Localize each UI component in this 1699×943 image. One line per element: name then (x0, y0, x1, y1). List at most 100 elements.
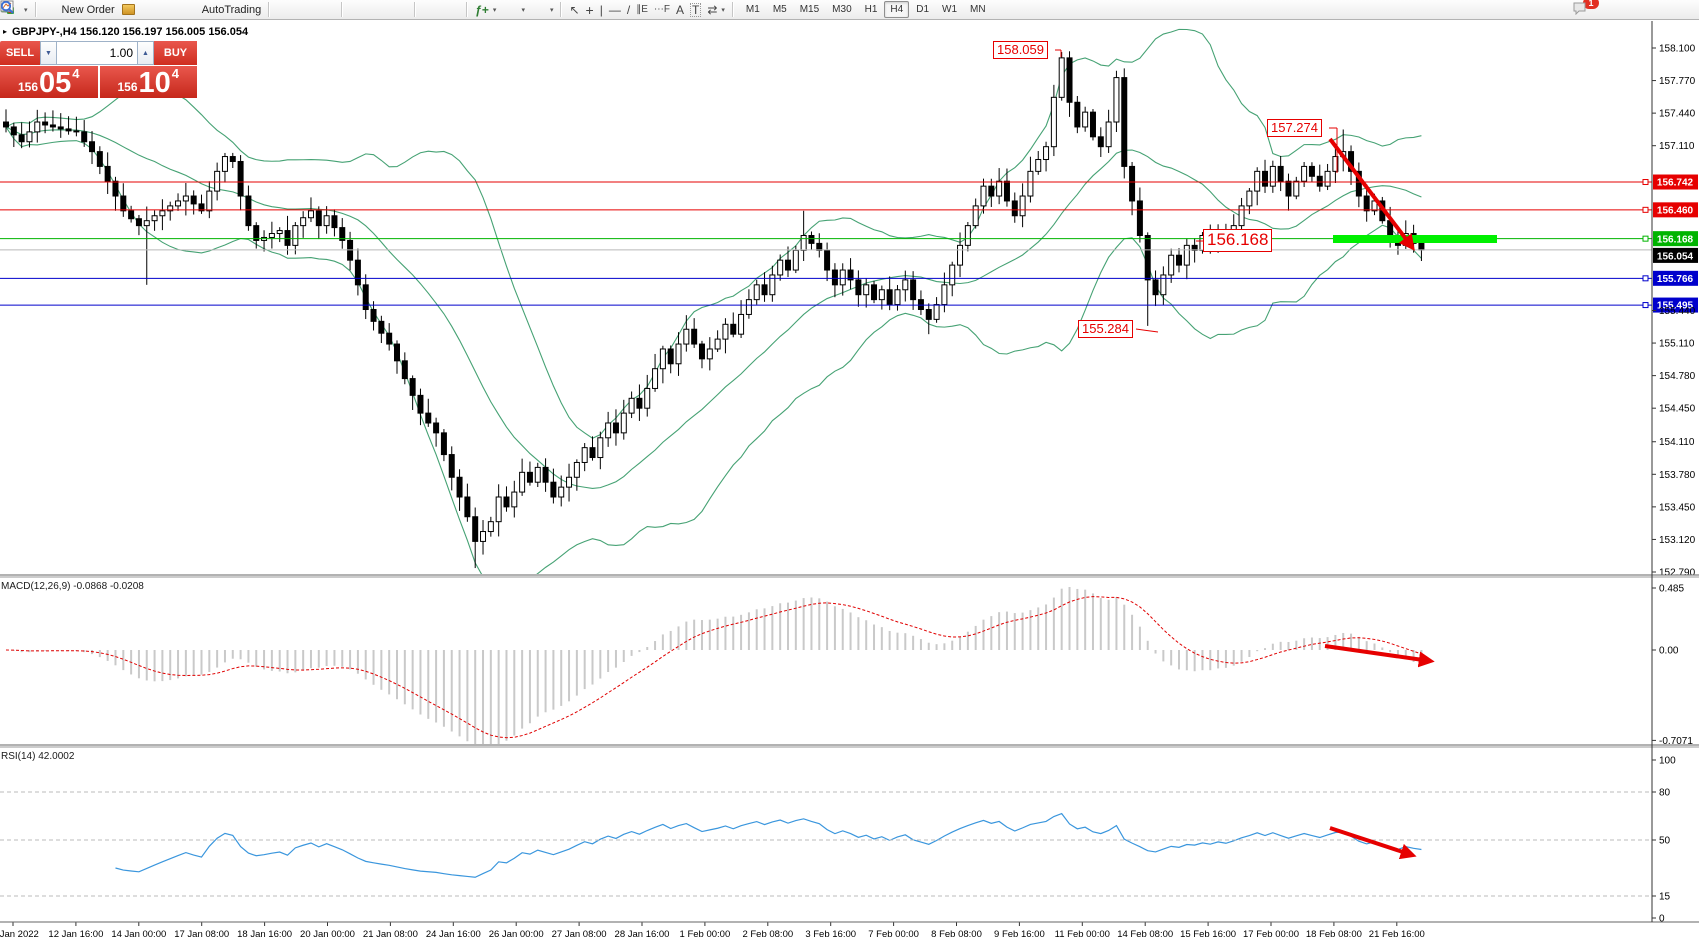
svg-text:15: 15 (1659, 892, 1671, 903)
hline-handle[interactable] (1642, 206, 1649, 213)
hline-handle[interactable] (1642, 302, 1649, 309)
indicators-icon: ƒ+ (475, 2, 489, 17)
timeframe-m1-button[interactable]: M1 (745, 4, 760, 15)
text-tool-button[interactable]: A (673, 3, 687, 17)
time-axis[interactable]: 11 Jan 2022 12 Jan 16:00 14 Jan 00:00 17 Ja… (0, 922, 1425, 940)
svg-text:21 Jan 08:00: 21 Jan 08:00 (363, 929, 418, 940)
svg-text:157.770: 157.770 (1659, 76, 1696, 87)
text-label-tool-button[interactable]: T (687, 2, 704, 18)
candlesticks (3, 51, 1425, 569)
trend-arrow-rsi[interactable] (1329, 826, 1417, 860)
svg-text:154.780: 154.780 (1659, 371, 1696, 382)
cursor-tool-button[interactable]: ↖ (566, 3, 582, 17)
chevron-down-icon: ▾ (521, 6, 525, 14)
macd-indicator-label: MACD(12,26,9) -0.0868 -0.0208 (1, 581, 144, 592)
indicators-button[interactable]: ƒ+ ▾ (472, 3, 499, 17)
axis-price-label (1653, 270, 1698, 286)
hline-handle[interactable] (1642, 179, 1649, 186)
notifications-button[interactable]: 1 (1572, 0, 1599, 18)
buy-price-display[interactable]: 156 10 4 (99, 66, 197, 100)
trend-arrow-main[interactable] (1328, 137, 1415, 251)
toolbar-separator (268, 2, 271, 17)
svg-text:158.100: 158.100 (1659, 44, 1696, 55)
timeframe-m5-button[interactable]: M5 (772, 4, 787, 15)
new-order-label: New Order (61, 3, 115, 16)
svg-text:-0.7071: -0.7071 (1659, 736, 1693, 747)
arrows-tool-button[interactable]: ⇄ ▾ (704, 3, 728, 17)
buy-button[interactable]: BUY (154, 41, 197, 65)
horizontal-line-tool-button[interactable]: — (606, 3, 624, 17)
timeframe-group: M1 M5 M15 M30 H1 H4 D1 W1 MN (740, 1, 992, 18)
timeframe-m15-button[interactable]: M15 (799, 4, 820, 15)
toolbar-separator (341, 2, 344, 17)
horizontal-line-icon: — (608, 2, 621, 17)
macd-signal-line (5, 596, 1422, 739)
price-annotation-156168[interactable]: 156.168 (1203, 229, 1273, 252)
svg-text:2 Feb 08:00: 2 Feb 08:00 (742, 929, 793, 940)
one-click-trading-panel: SELL ▼ 1.00 ▲ BUY 156 05 4 156 10 4 (0, 41, 197, 98)
price-axis[interactable]: 156.742 156.460 156.168 155.766 155.495 156.0… (1652, 44, 1698, 925)
svg-text:0.485: 0.485 (1659, 584, 1684, 595)
chevron-down-icon: ▾ (492, 6, 497, 14)
svg-text:17 Feb 00:00: 17 Feb 00:00 (1243, 929, 1299, 940)
trend-arrow-macd[interactable] (1324, 644, 1435, 668)
vertical-line-tool-button[interactable]: | (597, 3, 606, 17)
svg-text:18 Jan 16:00: 18 Jan 16:00 (237, 929, 292, 940)
timeframe-w1-button[interactable]: W1 (942, 4, 958, 15)
macd-pane (5, 586, 1423, 744)
trend-highlight-bar[interactable] (1333, 235, 1497, 243)
buy-price-big: 10 (138, 67, 171, 100)
bollinger-upper-band (5, 28, 1422, 439)
svg-text:155.495: 155.495 (1657, 301, 1694, 312)
toolbar-separator (731, 2, 734, 17)
text-icon: A (675, 2, 684, 17)
current-price-label (1653, 247, 1698, 263)
svg-text:157.440: 157.440 (1659, 109, 1696, 120)
hline-handle[interactable] (1642, 275, 1649, 282)
svg-text:27 Jan 08:00: 27 Jan 08:00 (552, 929, 607, 940)
symbol-marker-icon: ▸ (3, 27, 8, 36)
sell-button[interactable]: SELL (0, 41, 40, 65)
svg-text:155.766: 155.766 (1657, 274, 1694, 285)
hline-handle[interactable] (1642, 235, 1649, 242)
trendline-icon: / (626, 2, 631, 17)
volume-increase-button[interactable]: ▲ (137, 41, 154, 65)
buy-price-sup: 4 (171, 66, 180, 81)
volume-input[interactable]: 1.00 (57, 41, 137, 65)
market-depth-button[interactable] (118, 1, 139, 18)
crosshair-tool-button[interactable]: + (583, 2, 597, 18)
svg-text:80: 80 (1659, 788, 1671, 799)
autotrading-label: AutoTrading (201, 3, 262, 16)
timeframe-d1-button[interactable]: D1 (916, 4, 930, 15)
notification-badge: 1 (1583, 0, 1599, 9)
fibonacci-tool-button[interactable]: ⋯F (651, 4, 673, 16)
bollinger-lower-band (5, 126, 1422, 574)
toolbar-separator (560, 2, 563, 17)
svg-text:28 Jan 16:00: 28 Jan 16:00 (615, 929, 670, 940)
sell-price-prefix: 156 (17, 80, 39, 94)
sell-price-big: 05 (39, 67, 72, 100)
sell-price-display[interactable]: 156 05 4 (0, 66, 98, 98)
svg-text:152.790: 152.790 (1659, 568, 1696, 579)
channel-tool-button[interactable]: ∥E (633, 4, 651, 16)
package-icon (121, 2, 136, 17)
chevron-down-icon: ▾ (549, 6, 554, 14)
price-annotation-158059[interactable]: 158.059 (993, 41, 1048, 59)
timeframe-h4-button[interactable]: H4 (884, 1, 910, 18)
svg-text:156.054: 156.054 (1657, 252, 1694, 263)
toolbar-separator (466, 2, 469, 17)
price-annotation-157274[interactable]: 157.274 (1267, 119, 1322, 137)
volume-decrease-button[interactable]: ▼ (40, 41, 57, 65)
svg-text:8 Feb 08:00: 8 Feb 08:00 (931, 929, 982, 940)
trendline-tool-button[interactable]: / (624, 3, 633, 17)
timeframe-mn-button[interactable]: MN (970, 4, 986, 15)
timeframe-h1-button[interactable]: H1 (864, 4, 878, 15)
search-button[interactable] (0, 0, 1564, 18)
annotation-leader-line (1135, 328, 1159, 333)
price-annotation-155284[interactable]: 155.284 (1078, 320, 1133, 338)
chevron-down-icon: ▾ (24, 6, 28, 14)
svg-text:153.120: 153.120 (1659, 535, 1696, 546)
timeframe-m30-button[interactable]: M30 (832, 4, 852, 15)
